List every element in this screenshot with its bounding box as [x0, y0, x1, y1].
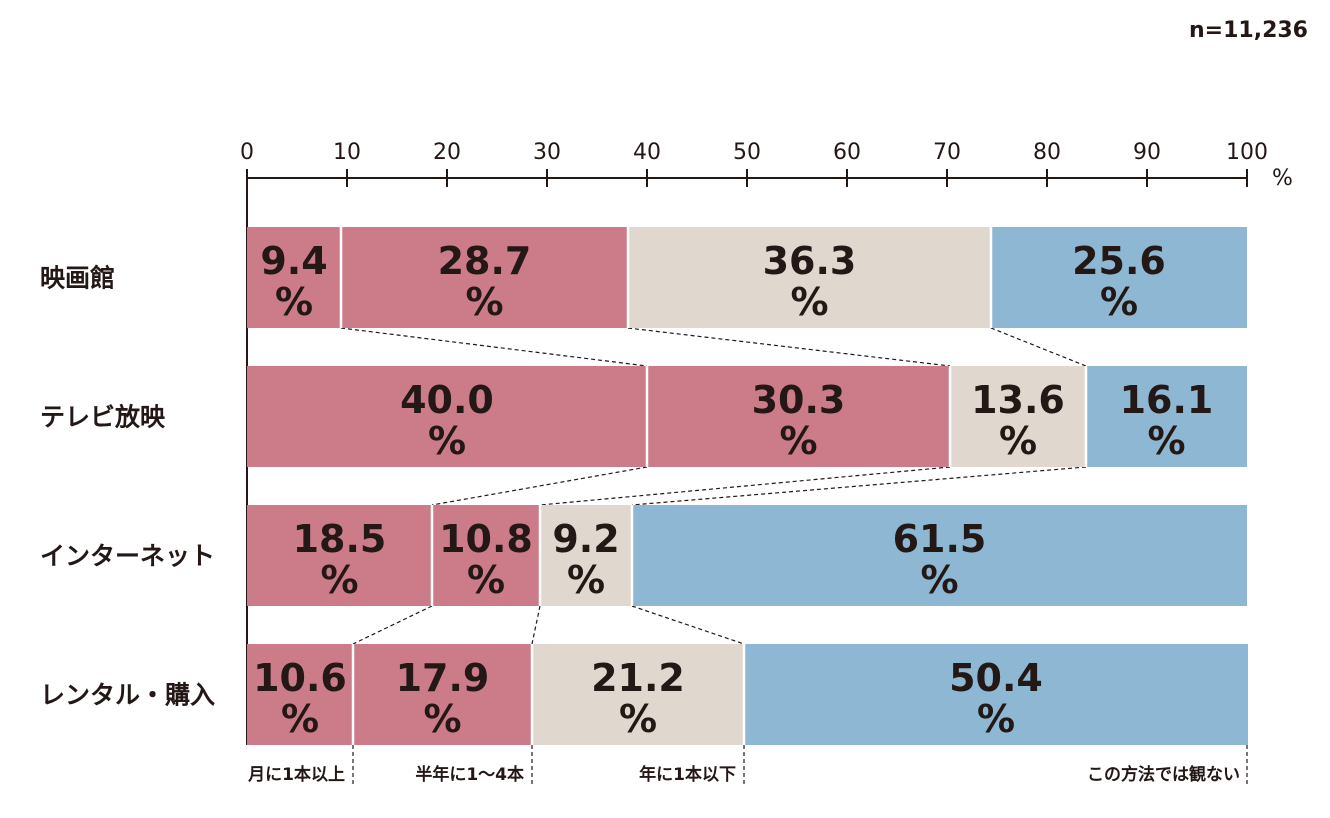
data-label-value: 17.9 — [396, 656, 490, 700]
x-tick-label: 70 — [933, 140, 961, 165]
bar-group: 9.4%28.7%36.3%25.6%40.0%30.3%13.6%16.1%1… — [247, 227, 1248, 745]
x-tick-label: 10 — [333, 140, 361, 165]
bar-segment — [247, 366, 647, 467]
x-tick-label: 50 — [733, 140, 761, 165]
x-tick-label: 80 — [1033, 140, 1061, 165]
x-tick-label: 0 — [240, 140, 254, 165]
data-label-value: 10.8 — [439, 517, 533, 561]
data-label-unit: % — [1147, 419, 1185, 463]
data-label-unit: % — [619, 697, 657, 741]
data-label-unit: % — [1100, 280, 1138, 324]
data-label-value: 9.4 — [260, 239, 327, 283]
connector-line — [431, 466, 648, 506]
x-axis: 0 10 20 30 40 50 60 70 80 90 100% — [240, 140, 1293, 745]
connector-lines — [340, 327, 1087, 645]
data-label-unit: % — [428, 419, 466, 463]
x-axis-unit-label: % — [1272, 166, 1293, 191]
bar-segment — [628, 227, 991, 328]
connector-line — [352, 605, 433, 645]
data-label-value: 50.4 — [949, 656, 1043, 700]
connector-line — [631, 466, 1087, 506]
data-label-unit: % — [465, 280, 503, 324]
bar-segment — [247, 505, 432, 606]
connector-line — [627, 327, 951, 367]
bar-segment — [1086, 366, 1247, 467]
legend: 月に1本以上 半年に1〜4本 年に1本以下 この方法では観ない — [247, 745, 1248, 786]
x-tick-label: 90 — [1133, 140, 1161, 165]
bar-segment — [247, 227, 341, 328]
data-label-value: 28.7 — [438, 239, 532, 283]
bar-segment — [432, 505, 540, 606]
bar-segment — [353, 644, 532, 745]
bar-segment — [744, 644, 1248, 745]
data-label-unit: % — [999, 419, 1037, 463]
data-label-value: 16.1 — [1120, 378, 1214, 422]
data-label-unit: % — [790, 280, 828, 324]
data-label-unit: % — [920, 558, 958, 602]
x-tick-label: 30 — [533, 140, 561, 165]
data-label-unit: % — [275, 280, 313, 324]
bar-segment — [950, 366, 1086, 467]
category-label: テレビ放映 — [40, 403, 166, 432]
data-label-unit: % — [423, 697, 461, 741]
bar-segment — [341, 227, 628, 328]
connector-line — [990, 327, 1087, 367]
bar-segment — [247, 644, 353, 745]
data-label-value: 18.5 — [293, 517, 387, 561]
bar-segment — [647, 366, 950, 467]
category-label: レンタル・購入 — [40, 681, 215, 710]
connector-line — [539, 466, 951, 506]
connector-line — [631, 605, 745, 645]
data-label-unit: % — [281, 697, 319, 741]
bar-segment — [532, 644, 744, 745]
x-tick-label: 100 — [1226, 140, 1268, 165]
x-tick-label: 20 — [433, 140, 461, 165]
connector-line — [531, 605, 541, 645]
x-tick-label: 60 — [833, 140, 861, 165]
data-label-unit: % — [567, 558, 605, 602]
x-tick-label: 40 — [633, 140, 661, 165]
data-label-unit: % — [467, 558, 505, 602]
category-label: 映画館 — [40, 264, 115, 293]
data-label-value: 61.5 — [893, 517, 987, 561]
category-label: インターネット — [40, 542, 215, 571]
legend-label: 年に1本以下 — [639, 764, 736, 785]
bar-segment — [632, 505, 1247, 606]
data-label-value: 9.2 — [552, 517, 619, 561]
legend-label: この方法では観ない — [1087, 764, 1240, 785]
data-label-unit: % — [779, 419, 817, 463]
data-label-value: 13.6 — [971, 378, 1065, 422]
data-label-value: 30.3 — [752, 378, 846, 422]
legend-label: 月に1本以上 — [247, 764, 345, 785]
data-label-value: 10.6 — [253, 656, 347, 700]
data-label-value: 40.0 — [400, 378, 494, 422]
bar-segment — [540, 505, 632, 606]
data-label-unit: % — [320, 558, 358, 602]
data-label-value: 25.6 — [1072, 239, 1166, 283]
data-label-value: 36.3 — [763, 239, 857, 283]
sample-size-label: n=11,236 — [1189, 18, 1308, 43]
legend-label: 半年に1〜4本 — [415, 764, 524, 785]
data-label-value: 21.2 — [591, 656, 685, 700]
connector-line — [340, 327, 648, 367]
data-label-unit: % — [977, 697, 1015, 741]
bar-segment — [991, 227, 1247, 328]
